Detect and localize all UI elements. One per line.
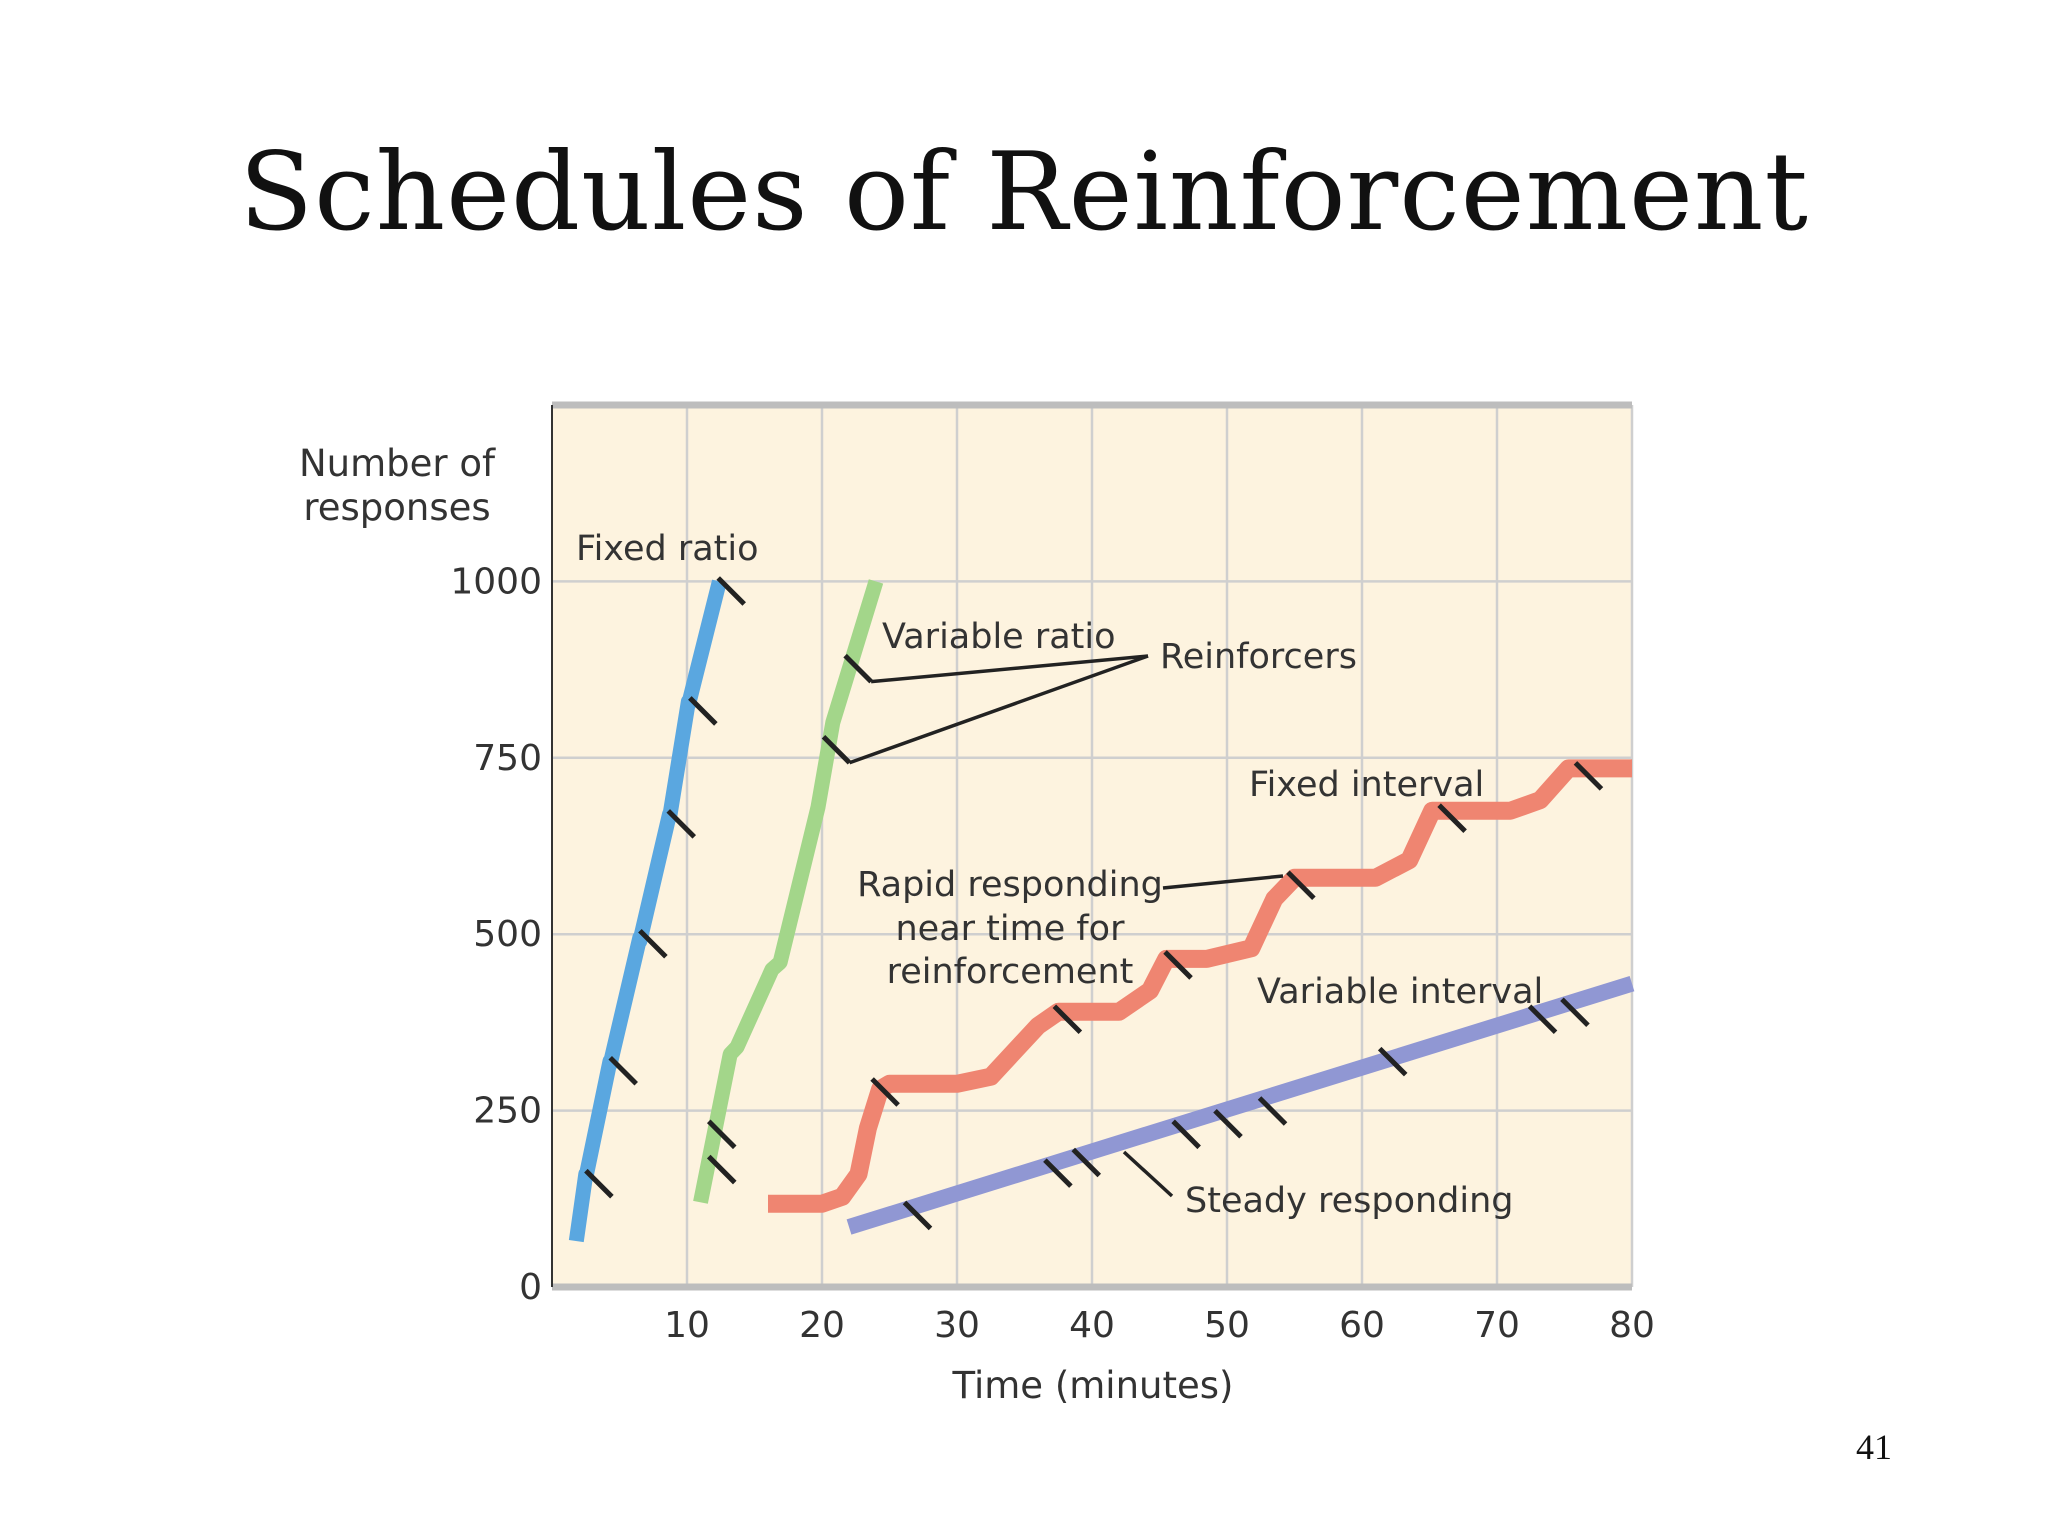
x-tick-label: 40 (1069, 1305, 1115, 1346)
label-rapid-responding-line2: near time for (895, 909, 1125, 949)
label-fixed-interval: Fixed interval (1249, 765, 1484, 805)
x-tick-label: 80 (1609, 1305, 1655, 1346)
reinforcer-marker (843, 653, 873, 684)
reinforcer-marker (870, 1077, 900, 1107)
reinforcer-marker (706, 1154, 737, 1185)
steady-responding-leader (1122, 1150, 1174, 1198)
x-tick-label: 30 (934, 1305, 980, 1346)
reinforcer-marker (638, 929, 668, 959)
reinforcer-marker (1163, 950, 1193, 980)
reinforcer-marker (1213, 1108, 1243, 1139)
reinforcer-marker (1071, 1147, 1102, 1178)
reinforcers-leader-lower (848, 654, 1149, 765)
y-tick-label: 0 (519, 1267, 542, 1308)
label-variable-ratio: Variable ratio (882, 617, 1116, 657)
page-number: 41 (1856, 1427, 1892, 1467)
x-axis-title: Time (minutes) (952, 1364, 1234, 1407)
reinforcer-marker (821, 734, 852, 765)
label-rapid-responding-line1: Rapid responding (857, 865, 1163, 905)
reinforcer-marker (584, 1168, 614, 1199)
reinforcer-marker (716, 576, 746, 606)
y-axis-title-line1: Number of (299, 442, 496, 485)
rapid-responding-leader (1162, 874, 1284, 890)
reinforcer-marker (608, 1056, 638, 1086)
reinforcer-marker (1171, 1119, 1201, 1150)
y-tick-label: 500 (473, 914, 542, 955)
label-steady-responding: Steady responding (1185, 1181, 1514, 1221)
annotation-callouts (848, 654, 1284, 1198)
reinforcer-marker (706, 1119, 737, 1150)
series-variable-ratio (693, 579, 884, 1204)
reinforcer-marker (902, 1200, 933, 1231)
reinforcer-marker (1437, 803, 1467, 833)
label-variable-interval: Variable interval (1257, 972, 1543, 1012)
x-tick-label: 60 (1339, 1305, 1385, 1346)
x-tick-label: 50 (1204, 1305, 1250, 1346)
series-lines (568, 579, 1635, 1243)
reinforcer-marker (666, 809, 697, 839)
x-tick-label: 70 (1474, 1305, 1520, 1346)
reinforcer-marker (688, 696, 718, 726)
x-tick-label: 10 (664, 1305, 710, 1346)
reinforcer-marker (1052, 1004, 1083, 1035)
label-fixed-ratio: Fixed ratio (576, 529, 759, 569)
series-fixed-ratio (568, 579, 727, 1243)
grid-lines (552, 405, 1634, 1287)
x-tick-label: 20 (799, 1305, 845, 1346)
reinforcer-marker (1257, 1096, 1288, 1126)
label-rapid-responding-line3: reinforcement (887, 952, 1134, 992)
reinforcer-marker (1560, 997, 1590, 1027)
y-tick-label: 250 (473, 1091, 542, 1132)
reinforcers-leader-upper (870, 654, 1149, 684)
reinforcer-marker (1573, 761, 1604, 791)
y-tick-label: 1000 (450, 561, 542, 602)
label-reinforcers: Reinforcers (1160, 637, 1357, 677)
reinforcer-marker (1043, 1158, 1073, 1188)
reinforcer-marker (1527, 1004, 1558, 1035)
series-variable-interval (846, 975, 1635, 1235)
reinforcer-marker (1286, 870, 1316, 900)
axes: 10 20 30 40 50 60 70 80 0 250 500 750 1000 (450, 401, 1655, 1346)
reinforcer-markers (584, 576, 1604, 1231)
y-tick-label: 750 (473, 738, 542, 779)
slide-title: Schedules of Reinforcement (239, 130, 1809, 255)
y-axis-title-line2: responses (303, 486, 490, 529)
reinforcer-marker (1377, 1046, 1408, 1077)
